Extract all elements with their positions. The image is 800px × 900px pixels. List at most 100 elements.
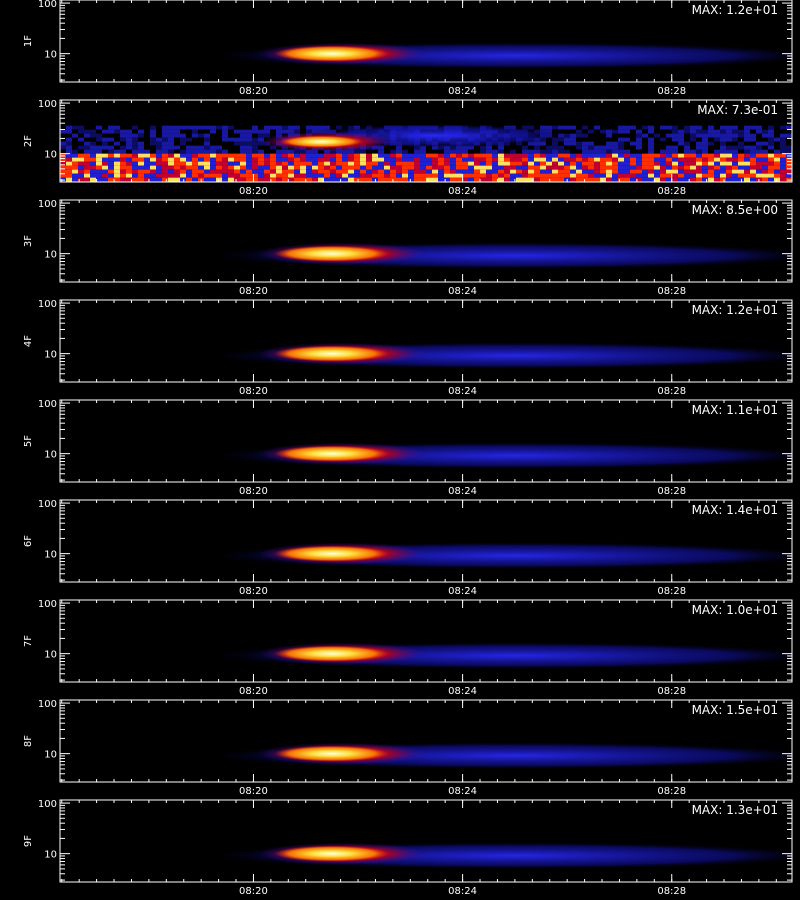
- noise-cell: [162, 129, 168, 134]
- noise-cell: [168, 153, 174, 158]
- noise-cell: [552, 125, 558, 130]
- noise-cell: [714, 157, 720, 162]
- noise-cell: [492, 165, 498, 170]
- noise-cell: [738, 129, 744, 134]
- noise-cell: [630, 145, 636, 150]
- max-annotation: MAX: 1.2e+01: [692, 303, 778, 317]
- x-tick-label: 08:20: [239, 386, 268, 397]
- noise-cell: [264, 125, 270, 130]
- noise-cell: [378, 149, 384, 154]
- noise-cell: [492, 161, 498, 166]
- noise-cell: [576, 137, 582, 142]
- noise-cell: [168, 157, 174, 162]
- noise-cell: [216, 173, 222, 178]
- noise-cell: [192, 145, 198, 150]
- noise-cell: [594, 141, 600, 146]
- noise-cell: [522, 165, 528, 170]
- noise-cell: [192, 161, 198, 166]
- x-tick-label: 08:24: [448, 186, 477, 197]
- noise-cell: [138, 137, 144, 142]
- noise-cell: [582, 149, 588, 154]
- noise-cell: [276, 125, 282, 130]
- noise-cell: [246, 173, 252, 178]
- noise-cell: [144, 161, 150, 166]
- noise-cell: [282, 165, 288, 170]
- noise-cell: [732, 129, 738, 134]
- noise-cell: [282, 173, 288, 178]
- noise-cell: [606, 129, 612, 134]
- noise-cell: [648, 169, 654, 174]
- noise-cell: [276, 177, 282, 182]
- noise-cell: [594, 129, 600, 134]
- noise-cell: [468, 149, 474, 154]
- plot-frame: [59, 0, 793, 83]
- noise-cell: [780, 145, 786, 150]
- noise-cell: [618, 157, 624, 162]
- noise-cell: [108, 169, 114, 174]
- noise-cell: [510, 161, 516, 166]
- noise-cell: [180, 129, 186, 134]
- noise-cell: [474, 177, 480, 182]
- noise-cell: [486, 173, 492, 178]
- noise-cell: [582, 137, 588, 142]
- noise-cell: [84, 153, 90, 158]
- noise-cell: [210, 141, 216, 146]
- y-tick-label: 10: [44, 350, 57, 361]
- plot-frame: [59, 399, 793, 483]
- noise-cell: [702, 149, 708, 154]
- noise-cell: [744, 129, 750, 134]
- noise-cell: [66, 161, 72, 166]
- noise-cell: [486, 165, 492, 170]
- noise-cell: [144, 133, 150, 138]
- noise-cell: [234, 149, 240, 154]
- noise-cell: [288, 165, 294, 170]
- noise-cell: [570, 161, 576, 166]
- noise-cell: [72, 173, 78, 178]
- noise-cell: [72, 145, 78, 150]
- noise-cell: [576, 177, 582, 182]
- y-axis-label: 7F: [23, 635, 34, 647]
- noise-cell: [594, 153, 600, 158]
- noise-cell: [528, 145, 534, 150]
- noise-cell: [108, 173, 114, 178]
- noise-cell: [612, 157, 618, 162]
- max-annotation: MAX: 1.3e+01: [692, 803, 778, 817]
- noise-cell: [618, 149, 624, 154]
- noise-cell: [696, 145, 702, 150]
- noise-cell: [444, 153, 450, 158]
- noise-cell: [186, 125, 192, 130]
- noise-cell: [588, 169, 594, 174]
- noise-cell: [552, 169, 558, 174]
- noise-cell: [156, 141, 162, 146]
- noise-cell: [780, 129, 786, 134]
- noise-cell: [324, 149, 330, 154]
- noise-cell: [150, 137, 156, 142]
- noise-cell: [678, 137, 684, 142]
- noise-cell: [708, 165, 714, 170]
- noise-cell: [648, 133, 654, 138]
- y-tick-label: 10: [44, 850, 57, 861]
- noise-cell: [186, 129, 192, 134]
- noise-cell: [654, 157, 660, 162]
- noise-cell: [186, 165, 192, 170]
- noise-cell: [726, 141, 732, 146]
- noise-cell: [432, 177, 438, 182]
- noise-cell: [438, 157, 444, 162]
- noise-cell: [786, 173, 792, 178]
- noise-cell: [600, 125, 606, 130]
- noise-cell: [636, 149, 642, 154]
- noise-cell: [528, 177, 534, 182]
- noise-cell: [456, 177, 462, 182]
- noise-cell: [762, 169, 768, 174]
- noise-cell: [678, 145, 684, 150]
- noise-cell: [786, 161, 792, 166]
- noise-cell: [186, 173, 192, 178]
- noise-cell: [66, 153, 72, 158]
- noise-cell: [114, 125, 120, 130]
- noise-cell: [108, 157, 114, 162]
- noise-cell: [168, 129, 174, 134]
- noise-cell: [606, 177, 612, 182]
- noise-cell: [78, 133, 84, 138]
